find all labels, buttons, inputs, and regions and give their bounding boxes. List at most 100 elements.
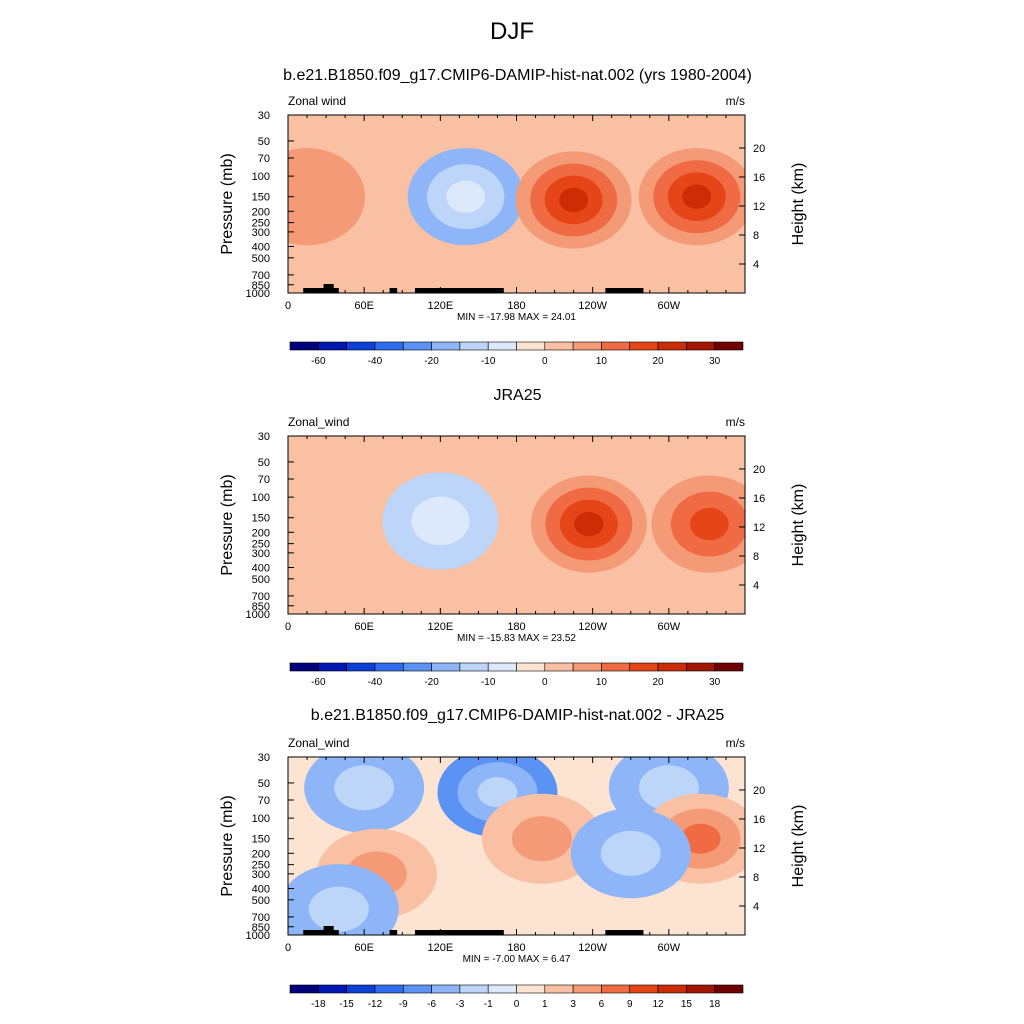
colorbar-box <box>686 341 715 351</box>
colorbar-box <box>374 662 404 672</box>
y-tick-label: 100 <box>252 171 270 183</box>
colorbar-box <box>544 662 574 672</box>
colorbar-box <box>601 662 631 672</box>
colorbar-box <box>346 984 376 994</box>
y2-axis-title: Height (km) <box>790 484 807 567</box>
colorbar-label: 15 <box>681 999 693 1010</box>
y-tick-label: 50 <box>258 457 270 469</box>
y2-tick-label: 12 <box>753 201 765 213</box>
colorbar-label: 12 <box>653 999 665 1010</box>
y-tick-label: 300 <box>252 869 270 881</box>
colorbar: -60 -40 -20 -10 0 10 20 30 <box>289 341 744 367</box>
colorbar-label: -60 <box>311 677 326 688</box>
min-max-stats: MIN = -7.00 MAX = 6.47 <box>463 954 571 965</box>
colorbar-box <box>629 662 659 672</box>
y2-tick-label: 12 <box>753 843 765 855</box>
min-max-stats: MIN = -15.83 MAX = 23.52 <box>457 633 576 644</box>
panel-1: b.e21.B1850.f09_g17.CMIP6-DAMIP-hist-nat… <box>219 67 807 367</box>
x-tick-label: 0 <box>285 942 291 954</box>
colorbar-box <box>629 341 659 351</box>
x-tick-label: 120W <box>578 621 607 633</box>
colorbar-label: 10 <box>596 677 608 688</box>
colorbar-box <box>516 984 546 994</box>
y-tick-label: 700 <box>252 912 270 924</box>
colorbar-label: 6 <box>599 999 605 1010</box>
colorbar-box <box>459 984 489 994</box>
y2-tick-label: 4 <box>753 901 759 913</box>
y2-axis-title: Height (km) <box>790 163 807 246</box>
y2-tick-label: 8 <box>753 872 759 884</box>
colorbar-box <box>686 662 715 672</box>
colorbar-label: 0 <box>542 677 548 688</box>
y-tick-label: 400 <box>252 562 270 574</box>
y-tick-label: 850 <box>252 922 270 934</box>
y-tick-label: 400 <box>252 883 270 895</box>
y2-tick-label: 16 <box>753 814 765 826</box>
colorbar-box <box>544 341 574 351</box>
colorbar-box <box>402 984 432 994</box>
x-tick-label: 60E <box>354 621 374 633</box>
colorbar-box <box>346 341 376 351</box>
y2-tick-label: 4 <box>753 580 759 592</box>
y2-tick-label: 16 <box>753 172 765 184</box>
y-tick-label: 300 <box>252 227 270 239</box>
contour-level-1-1 <box>334 765 395 811</box>
colorbar-label: 30 <box>709 356 721 367</box>
colorbar-box <box>516 662 546 672</box>
colorbar-label: 3 <box>570 999 576 1010</box>
contour-level-3-0 <box>288 148 366 246</box>
colorbar-label: 18 <box>709 999 721 1010</box>
y-tick-label: 700 <box>252 270 270 282</box>
y-tick-label: 200 <box>252 848 270 860</box>
x-tick-label: 120W <box>578 942 607 954</box>
colorbar-label: -9 <box>399 999 408 1010</box>
y-tick-label: 700 <box>252 591 270 603</box>
y-tick-label: 500 <box>252 895 270 907</box>
colorbar-label: 20 <box>653 677 665 688</box>
colorbar-label: -60 <box>311 356 326 367</box>
topography-block-1 <box>389 288 398 293</box>
colorbar-box <box>572 341 602 351</box>
y-tick-label: 1000 <box>246 609 270 621</box>
y2-tick-label: 4 <box>753 259 759 271</box>
y-tick-label: 400 <box>252 241 270 253</box>
y-tick-label: 500 <box>252 574 270 586</box>
units-label: m/s <box>726 415 745 429</box>
y-tick-label: 200 <box>252 206 270 218</box>
contour-level-7-1 <box>308 886 369 932</box>
colorbar-box <box>318 341 347 351</box>
colorbar-box <box>516 341 546 351</box>
min-max-stats: MIN = -17.98 MAX = 24.01 <box>457 312 576 323</box>
colorbar: -18 -15 -12 -9 -6 -3 -1 0 1 3 6 9 12 15 18 <box>289 984 744 1010</box>
contour-field <box>288 757 745 935</box>
colorbar-box <box>318 662 347 672</box>
colorbar-box <box>431 662 461 672</box>
x-tick-label: 180 <box>507 300 525 312</box>
colorbar-label: -10 <box>481 677 496 688</box>
y-axis-title: Pressure (mb) <box>219 153 236 254</box>
contour-level-0-1 <box>411 496 470 546</box>
colorbar-box <box>289 341 319 351</box>
colorbar-box <box>487 662 517 672</box>
y2-tick-label: 8 <box>753 230 759 242</box>
x-tick-label: 120E <box>427 300 453 312</box>
colorbar-box <box>289 662 319 672</box>
x-tick-label: 180 <box>507 621 525 633</box>
colorbar-label: 9 <box>627 999 633 1010</box>
y-tick-label: 150 <box>252 513 270 525</box>
contour-level-6-1 <box>600 830 661 876</box>
colorbar-box <box>402 341 432 351</box>
topography-peak <box>323 926 334 930</box>
contour-level-0-2 <box>477 777 518 808</box>
colorbar-label: -6 <box>427 999 436 1010</box>
colorbar-box <box>572 662 602 672</box>
colorbar-box <box>487 984 517 994</box>
topography-block-0 <box>303 930 339 935</box>
topography-block-0 <box>303 288 339 293</box>
y-tick-label: 100 <box>252 813 270 825</box>
colorbar-label: 0 <box>542 356 548 367</box>
x-tick-label: 60W <box>658 621 681 633</box>
colorbar-label: 1 <box>542 999 548 1010</box>
y-tick-label: 850 <box>252 601 270 613</box>
